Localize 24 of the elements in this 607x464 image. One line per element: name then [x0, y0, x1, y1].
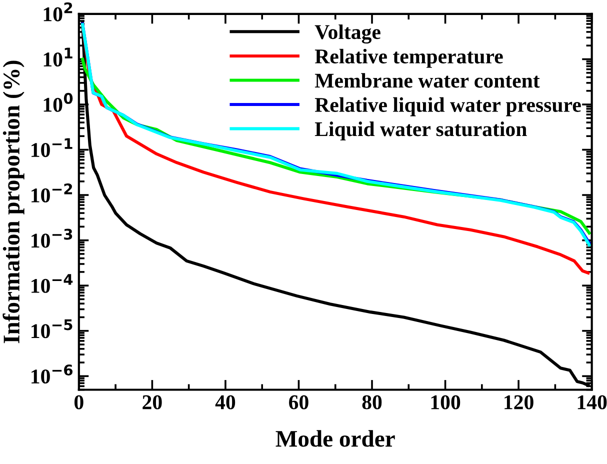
legend-label: Liquid water saturation: [314, 122, 527, 140]
legend-label: Relative temperature: [314, 48, 503, 68]
x-tick-label: 100: [431, 395, 460, 410]
x-tick-label: 140: [578, 395, 607, 410]
y-axis-title: Information proportion (%): [2, 60, 24, 344]
x-tick-label: 80: [362, 395, 382, 410]
legend-label: Voltage: [314, 24, 380, 44]
x-tick-label: 0: [74, 395, 84, 410]
x-tick-label: 20: [142, 395, 162, 410]
y-tick-label: 10$^{−4}$: [32, 274, 73, 293]
y-tick-label: 10$^{−2}$: [32, 183, 72, 202]
y-tick-label: 10$^{−3}$: [32, 228, 72, 248]
x-tick-label: 40: [215, 395, 236, 410]
y-tick-label: 10$^{0}$: [44, 92, 73, 112]
y-tick-label: 10$^{−6}$: [32, 364, 72, 384]
y-tick-label: 10$^{1}$: [44, 48, 72, 67]
y-tick-label: 10$^{2}$: [44, 2, 72, 22]
x-axis-title: Mode order: [276, 430, 395, 447]
legend-label: Membrane water content: [314, 73, 540, 88]
legend-label: Relative liquid water pressure: [314, 97, 581, 116]
x-tick-label: 60: [289, 395, 308, 410]
x-tick-label: 120: [504, 395, 534, 410]
y-tick-label: 10$^{−5}$: [32, 319, 72, 338]
y-tick-label: 10$^{−1}$: [32, 138, 72, 158]
